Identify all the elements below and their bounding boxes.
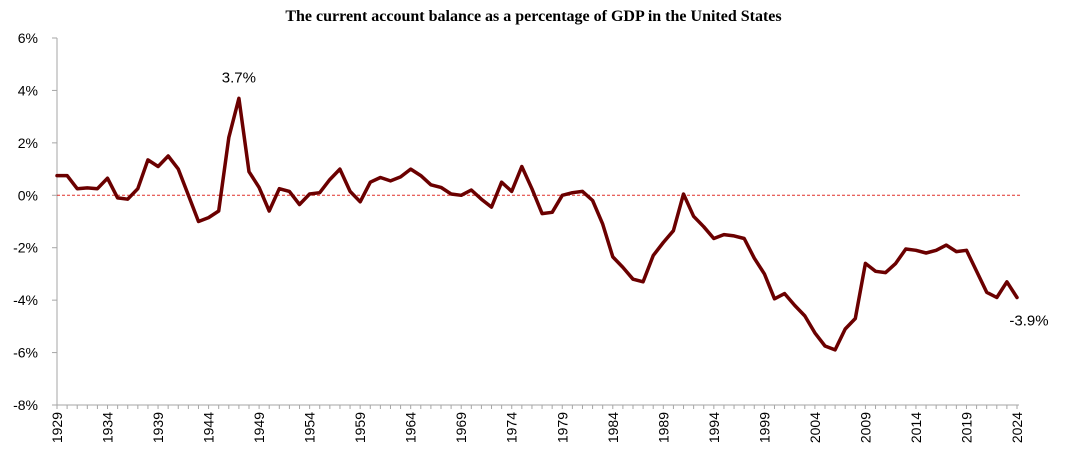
x-tick-label: 1929: [49, 412, 65, 443]
data-label: 3.7%: [222, 69, 256, 86]
y-tick-label: -2%: [13, 240, 38, 256]
x-tick-label: 1999: [756, 412, 772, 443]
series-line: [55, 96, 1019, 352]
x-tick-label: 1949: [251, 412, 267, 443]
x-tick-labels: 1929 1934 1939 1944 1949 1954 1959 1964 1969 1974…: [49, 412, 1025, 443]
data-label: -3.9%: [1009, 313, 1048, 330]
x-tick-label: 1934: [100, 412, 116, 443]
x-tick-label: 2014: [908, 412, 924, 443]
x-tick-label: 2019: [958, 412, 974, 443]
x-tick-label: 2009: [857, 412, 873, 443]
series-group: [55, 96, 1019, 352]
y-tick-label: 4%: [18, 82, 38, 98]
chart-title: The current account balance as a percent…: [285, 8, 782, 25]
y-tick-label: 6%: [18, 30, 38, 46]
axes: [52, 37, 1019, 409]
x-tick-label: 1939: [150, 412, 166, 443]
x-tick-label: 1944: [201, 412, 217, 443]
y-tick-label: 2%: [18, 135, 38, 151]
x-tick-label: 2004: [807, 412, 823, 443]
y-tick-label: 0%: [18, 187, 38, 203]
x-tick-label: 1954: [302, 412, 318, 443]
x-tick-label: 1984: [605, 412, 621, 443]
x-tick-label: 1969: [453, 412, 469, 443]
x-tick-label: 1974: [504, 412, 520, 443]
x-tick-label: 1964: [403, 412, 419, 443]
y-tick-label: -4%: [13, 292, 38, 308]
y-tick-label: -6%: [13, 345, 38, 361]
x-tick-label: 1994: [706, 412, 722, 443]
x-tick-label: 1989: [655, 412, 671, 443]
x-tick-label: 2024: [1009, 412, 1025, 443]
x-tick-label: 1959: [352, 412, 368, 443]
y-tick-label: -8%: [13, 397, 38, 413]
x-tick-label: 1979: [554, 412, 570, 443]
y-tick-labels: 6% 4% 2% 0% -2% -4% -6% -8%: [13, 30, 38, 413]
annotations: 3.7% -3.9%: [222, 69, 1049, 329]
